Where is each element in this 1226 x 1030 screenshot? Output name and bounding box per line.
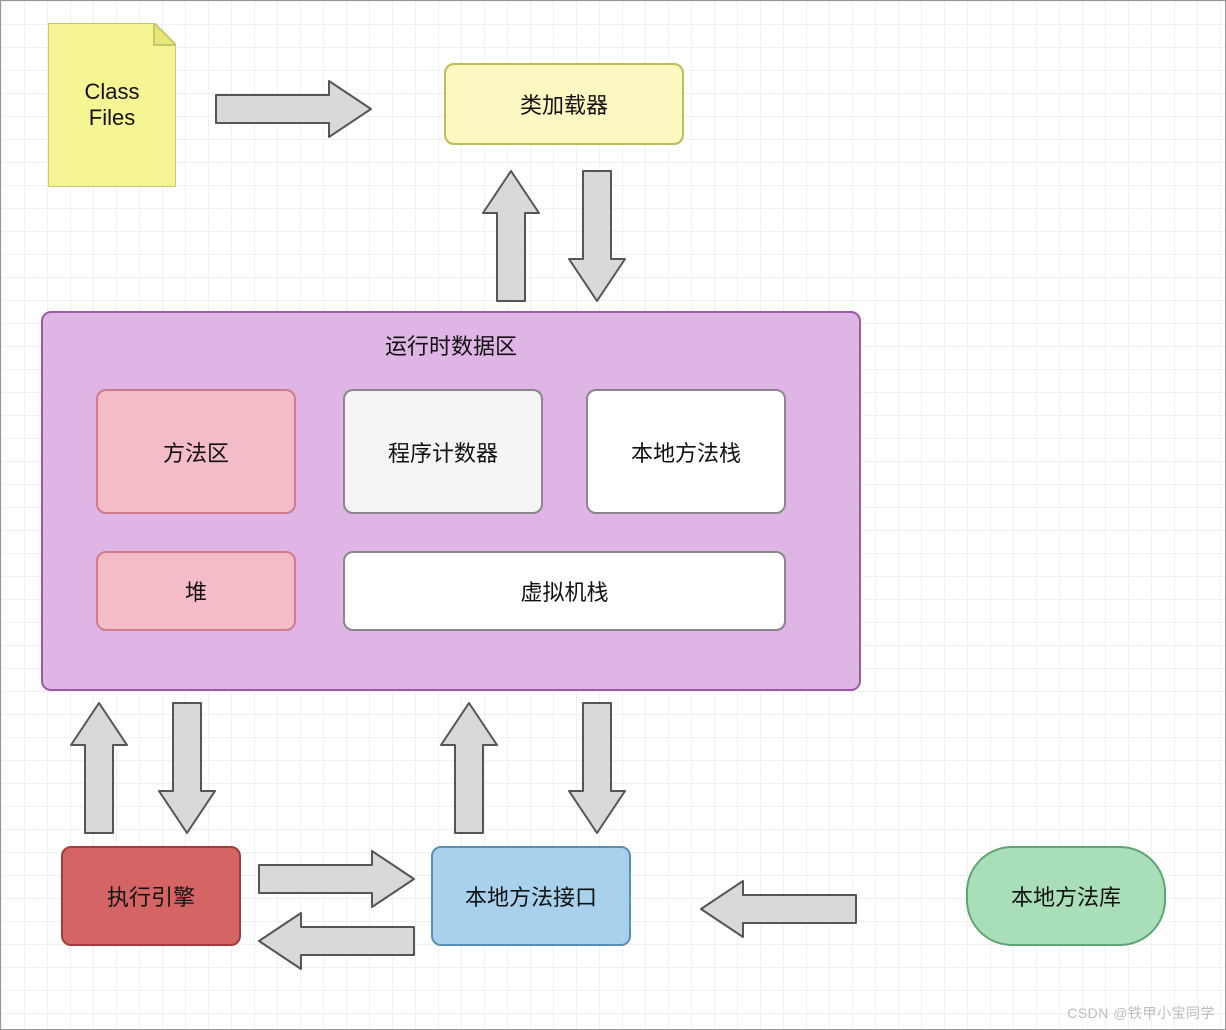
node-vm-stack-label: 虚拟机栈 — [520, 575, 608, 607]
arrow-a9 — [259, 913, 414, 969]
arrow-a7 — [569, 703, 625, 833]
arrow-a2 — [483, 171, 539, 301]
arrow-a4 — [71, 703, 127, 833]
node-class-files — [48, 23, 176, 187]
node-runtime-area-label: 运行时数据区 — [385, 329, 517, 361]
node-native-method-stack: 本地方法栈 — [586, 389, 786, 514]
arrow-a10 — [701, 881, 856, 937]
diagram-canvas: Class Files 类加载器 运行时数据区 方法区 程序计数器 本地方法栈 … — [0, 0, 1226, 1030]
node-heap-label: 堆 — [185, 575, 207, 607]
node-method-area-label: 方法区 — [163, 436, 229, 468]
node-native-libs: 本地方法库 — [966, 846, 1166, 946]
node-vm-stack: 虚拟机栈 — [343, 551, 786, 631]
node-program-counter-label: 程序计数器 — [388, 436, 498, 468]
node-native-method-stack-label: 本地方法栈 — [631, 436, 741, 468]
node-program-counter: 程序计数器 — [343, 389, 543, 514]
node-method-area: 方法区 — [96, 389, 296, 514]
node-native-libs-label: 本地方法库 — [1011, 880, 1121, 912]
node-class-loader-label: 类加载器 — [520, 88, 608, 120]
node-class-loader: 类加载器 — [444, 63, 684, 145]
arrow-a6 — [441, 703, 497, 833]
watermark: CSDN @铁甲小宝同学 — [1067, 1003, 1215, 1023]
node-execution-engine: 执行引擎 — [61, 846, 241, 946]
node-native-interface-label: 本地方法接口 — [465, 880, 597, 912]
node-execution-engine-label: 执行引擎 — [107, 880, 195, 912]
node-heap: 堆 — [96, 551, 296, 631]
arrow-a3 — [569, 171, 625, 301]
arrow-a5 — [159, 703, 215, 833]
arrow-a8 — [259, 851, 414, 907]
node-native-interface: 本地方法接口 — [431, 846, 631, 946]
arrow-a1 — [216, 81, 371, 137]
